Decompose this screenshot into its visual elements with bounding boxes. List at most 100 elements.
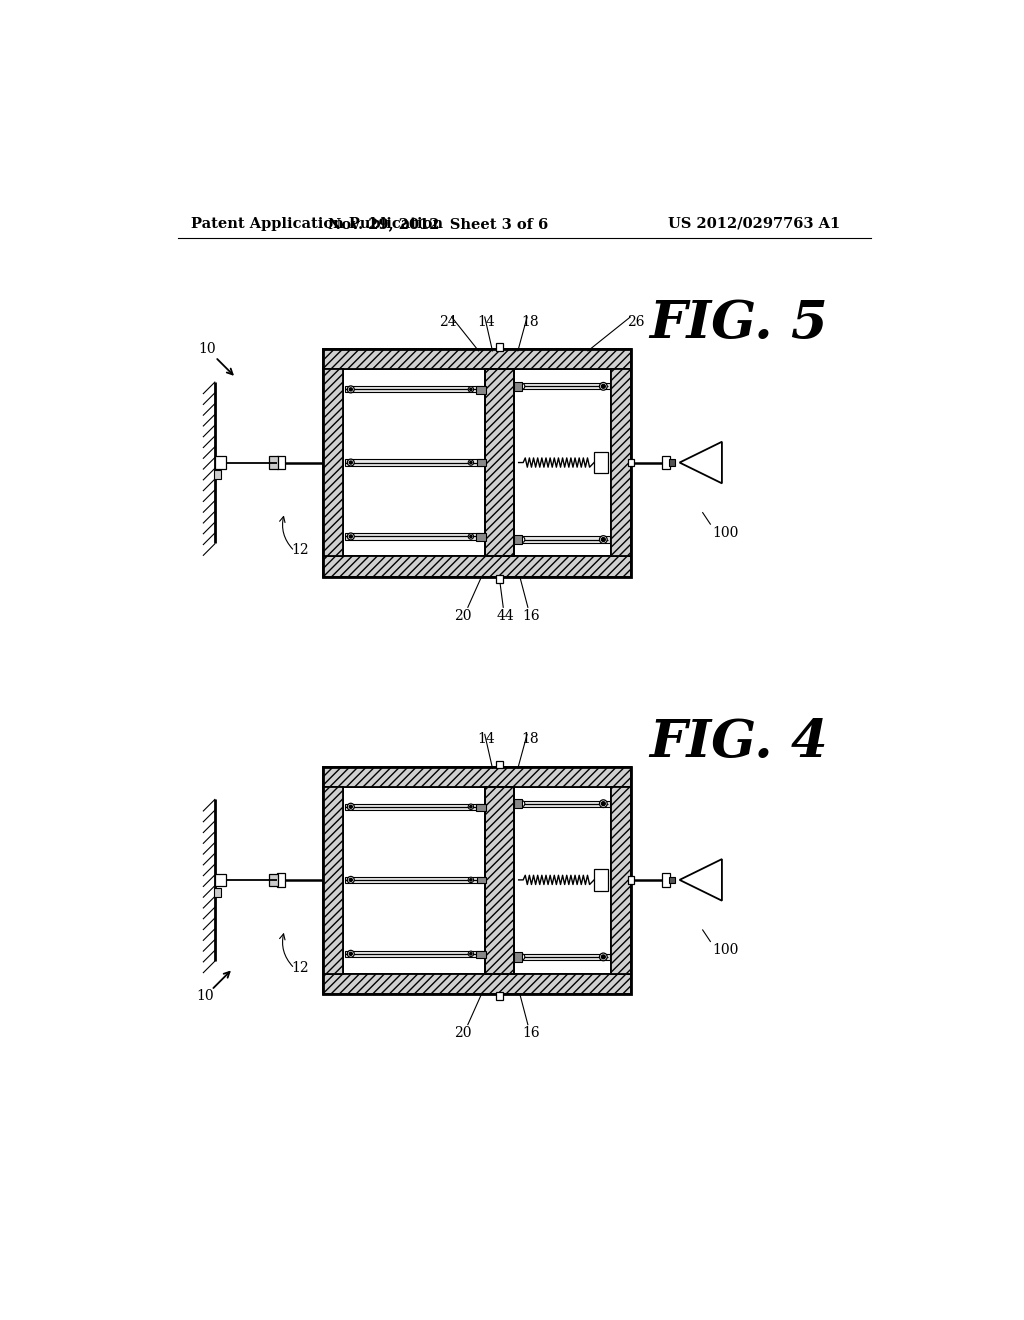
- Bar: [611, 370, 631, 557]
- Text: FIG. 5: FIG. 5: [649, 298, 828, 350]
- Text: 18: 18: [521, 314, 539, 329]
- Bar: [514, 952, 521, 961]
- Bar: [345, 804, 483, 810]
- Circle shape: [468, 878, 473, 883]
- Bar: [343, 787, 611, 974]
- Bar: [276, 873, 285, 887]
- Text: 20: 20: [455, 609, 472, 623]
- Bar: [628, 459, 634, 466]
- Circle shape: [468, 459, 473, 465]
- Bar: [484, 787, 514, 974]
- Bar: [477, 876, 486, 883]
- Circle shape: [470, 388, 472, 391]
- Bar: [496, 576, 503, 582]
- Bar: [496, 993, 503, 1001]
- Circle shape: [518, 800, 525, 807]
- Polygon shape: [680, 442, 722, 483]
- Bar: [269, 457, 279, 469]
- Circle shape: [347, 533, 354, 540]
- Bar: [323, 350, 631, 370]
- Circle shape: [518, 954, 525, 960]
- Circle shape: [599, 800, 607, 808]
- Bar: [323, 557, 631, 577]
- Bar: [594, 451, 608, 474]
- Bar: [215, 874, 226, 886]
- Bar: [475, 804, 486, 812]
- Bar: [276, 455, 285, 470]
- Bar: [514, 535, 521, 544]
- Circle shape: [470, 805, 472, 808]
- Circle shape: [599, 383, 607, 391]
- Circle shape: [518, 536, 525, 543]
- Bar: [515, 536, 609, 543]
- Text: 26: 26: [627, 314, 644, 329]
- Circle shape: [599, 953, 607, 961]
- Text: 14: 14: [477, 733, 496, 746]
- Circle shape: [601, 954, 605, 958]
- Circle shape: [470, 953, 472, 954]
- Bar: [515, 383, 609, 389]
- Bar: [477, 459, 486, 466]
- Bar: [214, 887, 221, 896]
- Bar: [496, 760, 503, 768]
- Text: 100: 100: [712, 525, 738, 540]
- Bar: [594, 869, 608, 891]
- Text: 14: 14: [477, 314, 496, 329]
- Bar: [475, 387, 486, 395]
- Bar: [215, 457, 226, 469]
- Bar: [662, 873, 670, 887]
- Text: 20: 20: [455, 1026, 472, 1040]
- Circle shape: [470, 462, 472, 463]
- Bar: [669, 876, 675, 883]
- Text: 100: 100: [712, 942, 738, 957]
- Bar: [323, 974, 631, 994]
- Bar: [323, 767, 631, 787]
- Circle shape: [347, 459, 354, 466]
- Circle shape: [347, 804, 354, 810]
- Bar: [662, 455, 670, 470]
- Circle shape: [349, 805, 352, 808]
- Text: Patent Application Publication: Patent Application Publication: [190, 216, 442, 231]
- Bar: [323, 767, 631, 994]
- Circle shape: [349, 878, 352, 882]
- Bar: [345, 459, 483, 466]
- Text: 24: 24: [439, 314, 457, 329]
- Circle shape: [518, 383, 525, 389]
- Text: 18: 18: [521, 733, 539, 746]
- Circle shape: [349, 535, 352, 539]
- Circle shape: [347, 876, 354, 883]
- Bar: [514, 381, 521, 391]
- Bar: [345, 876, 483, 883]
- Text: 16: 16: [522, 609, 540, 623]
- Bar: [484, 787, 514, 974]
- Bar: [514, 799, 521, 808]
- Bar: [484, 370, 514, 557]
- Bar: [669, 459, 675, 466]
- Circle shape: [601, 801, 605, 805]
- Bar: [343, 370, 611, 557]
- Text: 12: 12: [291, 544, 309, 557]
- Bar: [475, 533, 486, 541]
- Bar: [214, 470, 221, 479]
- Bar: [345, 533, 483, 540]
- Circle shape: [468, 387, 473, 392]
- Bar: [515, 800, 609, 807]
- Circle shape: [347, 385, 354, 393]
- Text: 10: 10: [199, 342, 216, 356]
- Polygon shape: [680, 859, 722, 900]
- Bar: [269, 874, 279, 886]
- Circle shape: [349, 461, 352, 465]
- Text: FIG. 4: FIG. 4: [649, 717, 828, 767]
- Bar: [611, 787, 631, 974]
- Bar: [323, 350, 631, 577]
- Circle shape: [601, 384, 605, 388]
- Circle shape: [468, 533, 473, 539]
- Circle shape: [349, 952, 352, 956]
- Bar: [345, 387, 483, 392]
- Bar: [323, 787, 343, 974]
- Circle shape: [470, 536, 472, 537]
- Text: 44: 44: [497, 609, 514, 623]
- Circle shape: [349, 388, 352, 391]
- Text: Nov. 29, 2012  Sheet 3 of 6: Nov. 29, 2012 Sheet 3 of 6: [329, 216, 549, 231]
- Text: 12: 12: [291, 961, 309, 974]
